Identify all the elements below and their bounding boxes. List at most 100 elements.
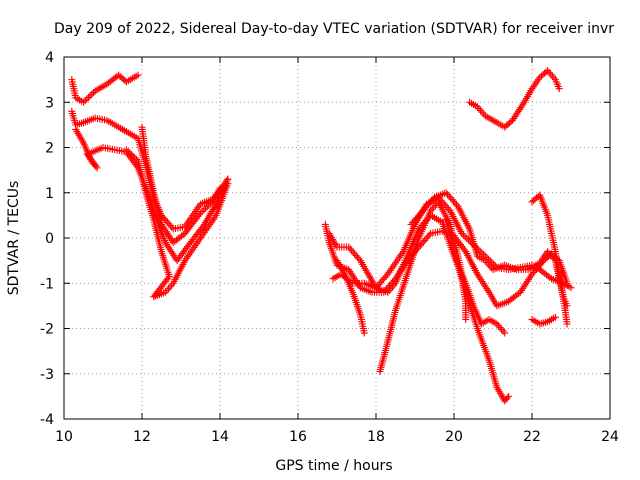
data-point	[198, 207, 206, 215]
data-point	[418, 240, 426, 248]
data-point	[421, 236, 429, 244]
data-point	[345, 243, 353, 251]
data-point	[563, 320, 571, 328]
data-point	[165, 220, 173, 228]
data-point	[180, 248, 188, 256]
series-arc-15	[528, 313, 559, 328]
data-point	[86, 92, 94, 100]
data-point	[216, 184, 224, 192]
data-point	[458, 242, 466, 250]
data-point	[428, 197, 436, 205]
data-point	[349, 248, 357, 256]
data-point	[182, 244, 190, 252]
data-point	[426, 198, 434, 206]
data-point	[459, 244, 467, 252]
data-point	[410, 217, 418, 225]
data-point	[444, 190, 452, 198]
data-point	[555, 85, 563, 93]
x-tick-label: 10	[55, 429, 73, 445]
data-point	[195, 211, 203, 219]
data-point	[351, 250, 359, 258]
data-point	[417, 209, 425, 217]
data-point	[503, 394, 511, 402]
y-tick-label: 3	[45, 95, 54, 111]
data-point	[199, 222, 207, 230]
series-arc-1	[68, 71, 142, 106]
x-tick-label: 20	[445, 429, 463, 445]
data-point	[458, 229, 466, 237]
data-point	[457, 241, 464, 249]
y-tick-label: 4	[45, 50, 54, 66]
data-point	[352, 252, 360, 260]
grid-lines	[64, 57, 610, 419]
data-points	[68, 67, 575, 405]
data-point	[460, 246, 468, 254]
data-point	[496, 324, 504, 332]
data-point	[88, 90, 96, 98]
x-tick-label: 22	[523, 429, 541, 445]
data-point	[168, 223, 176, 231]
data-point	[430, 203, 438, 211]
series-arc-13	[466, 67, 563, 131]
data-point	[197, 209, 204, 217]
data-point	[200, 206, 208, 214]
data-point	[505, 392, 513, 400]
series-arc-9	[333, 257, 368, 337]
x-tick-label: 12	[133, 429, 151, 445]
data-point	[545, 68, 553, 76]
data-point	[346, 245, 354, 253]
data-point	[202, 204, 210, 212]
data-point	[448, 196, 456, 204]
y-tick-label: 2	[45, 141, 54, 157]
data-point	[498, 325, 506, 333]
data-point	[381, 274, 389, 282]
series-arc-8	[329, 193, 575, 292]
data-point	[411, 215, 419, 223]
data-point	[445, 192, 453, 200]
data-point	[360, 329, 368, 337]
data-point	[375, 280, 383, 288]
data-point	[178, 250, 186, 258]
data-point	[132, 155, 140, 163]
data-point	[165, 285, 173, 293]
series-arc-4	[122, 146, 232, 301]
data-point	[423, 202, 431, 210]
data-point	[484, 260, 492, 268]
data-point	[455, 239, 463, 247]
data-point	[478, 249, 486, 257]
y-tick-label: 1	[45, 186, 54, 202]
data-point	[160, 215, 168, 223]
data-point	[81, 97, 89, 105]
data-point	[83, 95, 91, 103]
y-tick-label: 0	[45, 231, 54, 247]
data-point	[205, 201, 213, 209]
data-point	[450, 197, 458, 205]
data-point	[373, 282, 381, 290]
data-point	[129, 152, 137, 160]
data-point	[126, 149, 134, 157]
data-point	[353, 253, 361, 261]
data-point	[355, 255, 363, 263]
y-tick-label: -1	[40, 276, 54, 292]
data-point	[567, 284, 575, 292]
data-point	[477, 106, 485, 114]
data-point	[445, 205, 453, 213]
data-point	[207, 199, 215, 207]
series-arc-5	[138, 123, 224, 247]
data-point	[80, 98, 87, 106]
data-point	[166, 222, 174, 230]
data-point	[422, 235, 430, 243]
data-point	[376, 279, 384, 287]
data-point	[173, 257, 181, 265]
data-point	[348, 246, 356, 254]
data-point	[124, 147, 132, 155]
data-point	[409, 219, 417, 227]
series-arc-14	[528, 191, 571, 328]
data-point	[131, 154, 139, 162]
series-arc-12	[442, 216, 470, 323]
x-axis-label: GPS time / hours	[275, 458, 392, 474]
data-point	[416, 210, 424, 218]
data-point	[443, 203, 451, 211]
data-point	[419, 207, 427, 215]
